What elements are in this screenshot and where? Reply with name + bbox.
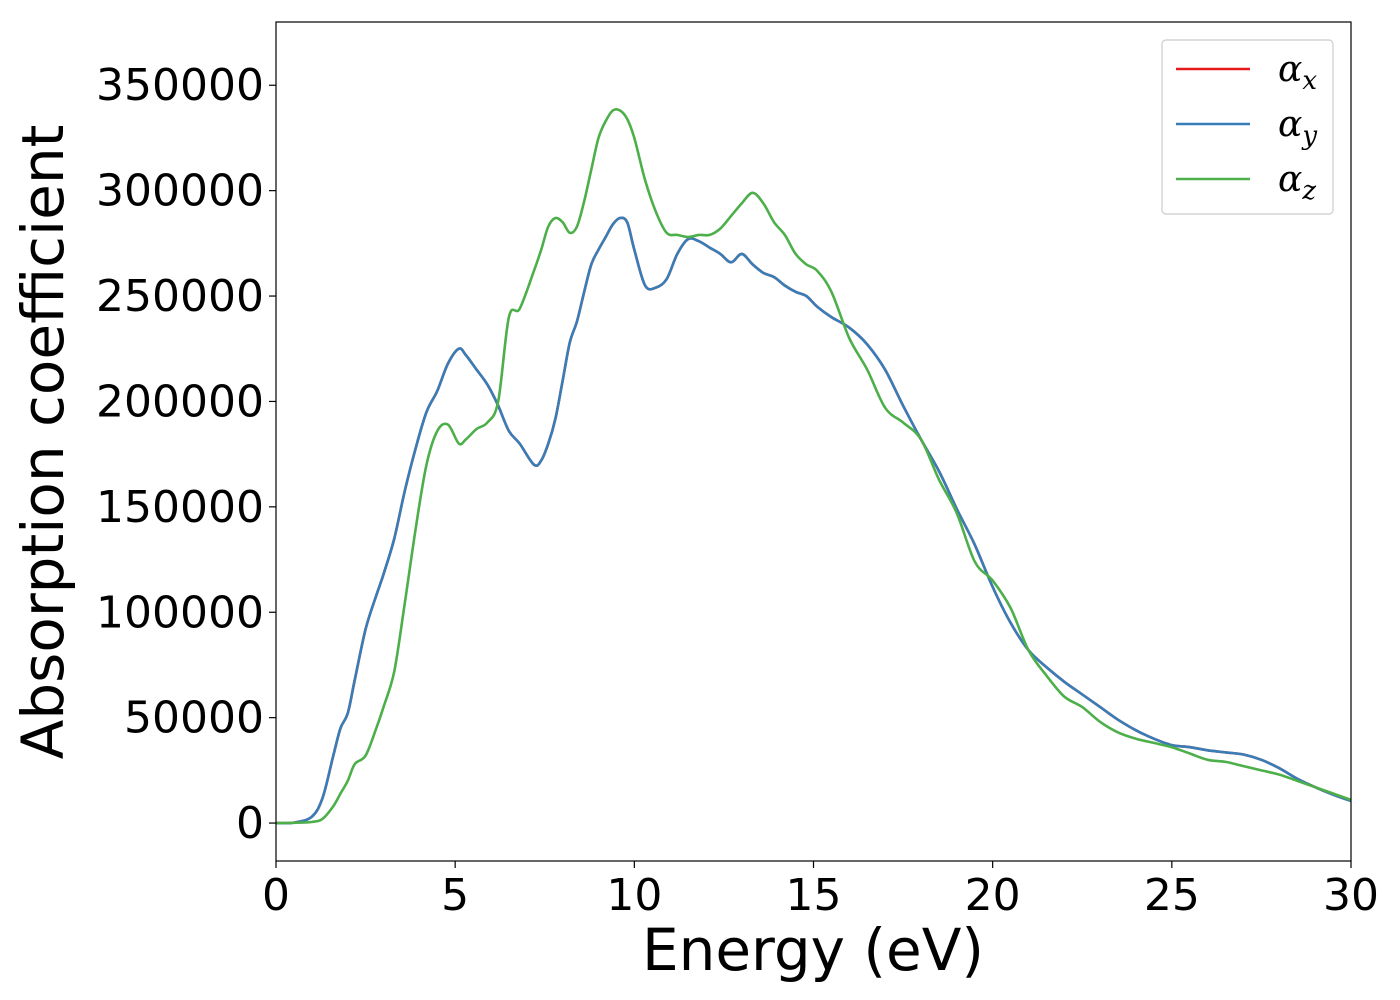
y-axis-label: Absorption coefficient	[9, 125, 77, 760]
x-tick-label: 10	[606, 870, 662, 921]
y-tick-label: 100000	[96, 587, 264, 638]
x-axis-ticks: 0 5 10 15 20 25 30	[262, 861, 1379, 921]
legend-label-y: αy	[1278, 104, 1317, 151]
series-layer	[275, 108, 1352, 825]
x-tick-label: 5	[441, 870, 469, 921]
x-axis-label: Energy (eV)	[642, 916, 984, 984]
series-line-3	[275, 108, 1352, 825]
y-tick-label: 150000	[96, 482, 264, 533]
x-tick-label: 15	[786, 870, 842, 921]
y-tick-label: 50000	[124, 693, 264, 744]
y-tick-label: 300000	[96, 166, 264, 217]
y-tick-label: 0	[236, 798, 264, 849]
y-axis-ticks: 0 50000 100000 150000 200000 250000 300000 3500…	[96, 60, 276, 849]
y-tick-label: 250000	[96, 271, 264, 322]
x-tick-label: 20	[965, 870, 1021, 921]
x-tick-label: 0	[262, 870, 290, 921]
legend: αx αy αz	[1161, 39, 1334, 215]
x-tick-label: 30	[1323, 870, 1379, 921]
y-tick-label: 350000	[96, 60, 264, 111]
legend-label-z: αz	[1278, 159, 1316, 206]
series-line-2	[275, 216, 1352, 825]
x-tick-label: 25	[1144, 870, 1200, 921]
y-tick-label: 200000	[96, 376, 264, 427]
legend-box	[1161, 39, 1334, 215]
legend-label-x: αx	[1278, 49, 1317, 96]
